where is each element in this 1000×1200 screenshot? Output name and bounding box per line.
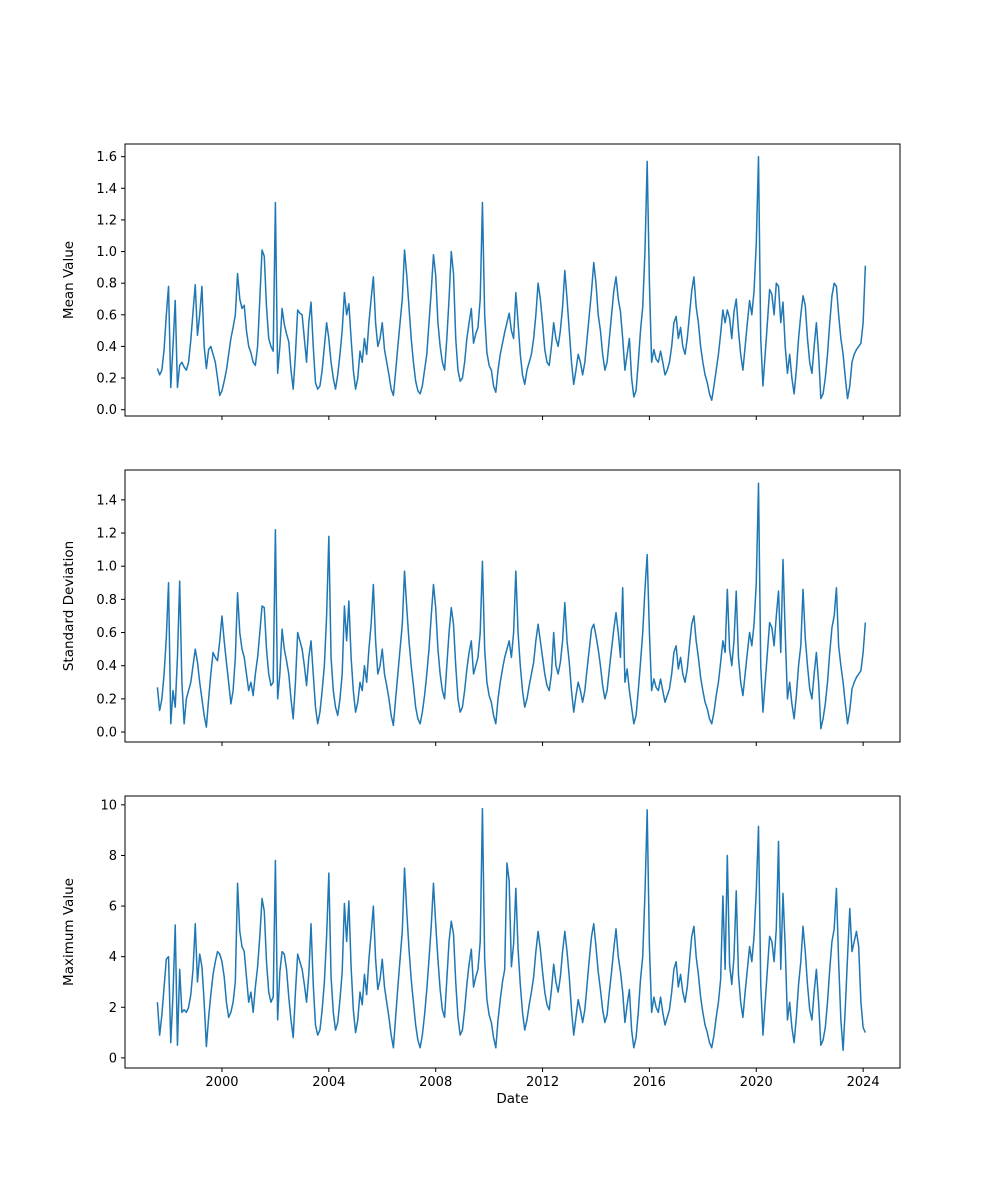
mean-value-y-tick-label: 1.6 [96,150,117,165]
maximum-value-y-tick-label: 2 [109,1001,117,1016]
maximum-value-series-line [156,807,867,1052]
panel-standard-deviation: 0.0 0.2 0.4 0.6 0.8 1.0 1.2 1.4 [96,469,901,746]
standard-deviation-y-tick-label: 0.4 [96,659,117,674]
panel-maximum-value: 0 2 4 6 8 10 2000 2004 2008 2012 2016 2020 2024 [100,795,901,1090]
mean-value-y-tick-label: 0.8 [96,277,117,292]
maximum-value-y-tick-label: 8 [109,849,117,864]
mean-value-y-tick-label: 1.0 [96,245,117,260]
x-tick-label: 2020 [740,1075,773,1090]
mean-value-series-line [156,155,867,401]
maximum-value-y-tick-label: 4 [109,950,117,965]
mean-value-y-tick-label: 0.0 [96,403,117,418]
maximum-value-y-tick-label: 0 [109,1051,117,1066]
maximum-value-y-tick-label: 6 [109,900,117,915]
standard-deviation-series-line [156,482,867,730]
standard-deviation-axes-box [124,469,901,743]
mean-value-y-tick-label: 0.4 [96,340,117,355]
y-axis-label-standard-deviation: Standard Deviation [61,540,77,672]
standard-deviation-y-tick-label: 0.6 [96,626,117,641]
mean-value-y-tick-label: 0.6 [96,308,117,323]
mean-value-y-tick-label: 1.4 [96,182,117,197]
x-axis-label: Date [496,1091,529,1107]
standard-deviation-y-tick-label: 0.0 [96,726,117,741]
x-tick-label: 2000 [205,1075,238,1090]
x-tick-label: 2004 [312,1075,345,1090]
standard-deviation-y-tick-label: 1.2 [96,527,117,542]
standard-deviation-y-tick-label: 0.2 [96,692,117,707]
maximum-value-y-tick-label: 10 [100,798,117,813]
standard-deviation-y-tick-label: 0.8 [96,593,117,608]
x-tick-label: 2016 [633,1075,666,1090]
mean-value-y-tick-label: 1.2 [96,213,117,228]
panel-mean-value: 0.0 0.2 0.4 0.6 0.8 1.0 1.2 1.4 1.6 [96,143,901,420]
y-axis-label-mean-value: Mean Value [61,240,77,320]
y-axis-label-maximum-value: Maximum Value [61,878,77,986]
standard-deviation-y-tick-label: 1.4 [96,493,117,508]
x-tick-label: 2024 [847,1075,880,1090]
mean-value-axes-box [124,143,901,417]
mean-value-y-tick-label: 0.2 [96,372,117,387]
standard-deviation-y-tick-label: 1.0 [96,560,117,575]
x-tick-label: 2012 [526,1075,559,1090]
x-tick-label: 2008 [419,1075,452,1090]
maximum-value-axes-box [124,795,901,1069]
